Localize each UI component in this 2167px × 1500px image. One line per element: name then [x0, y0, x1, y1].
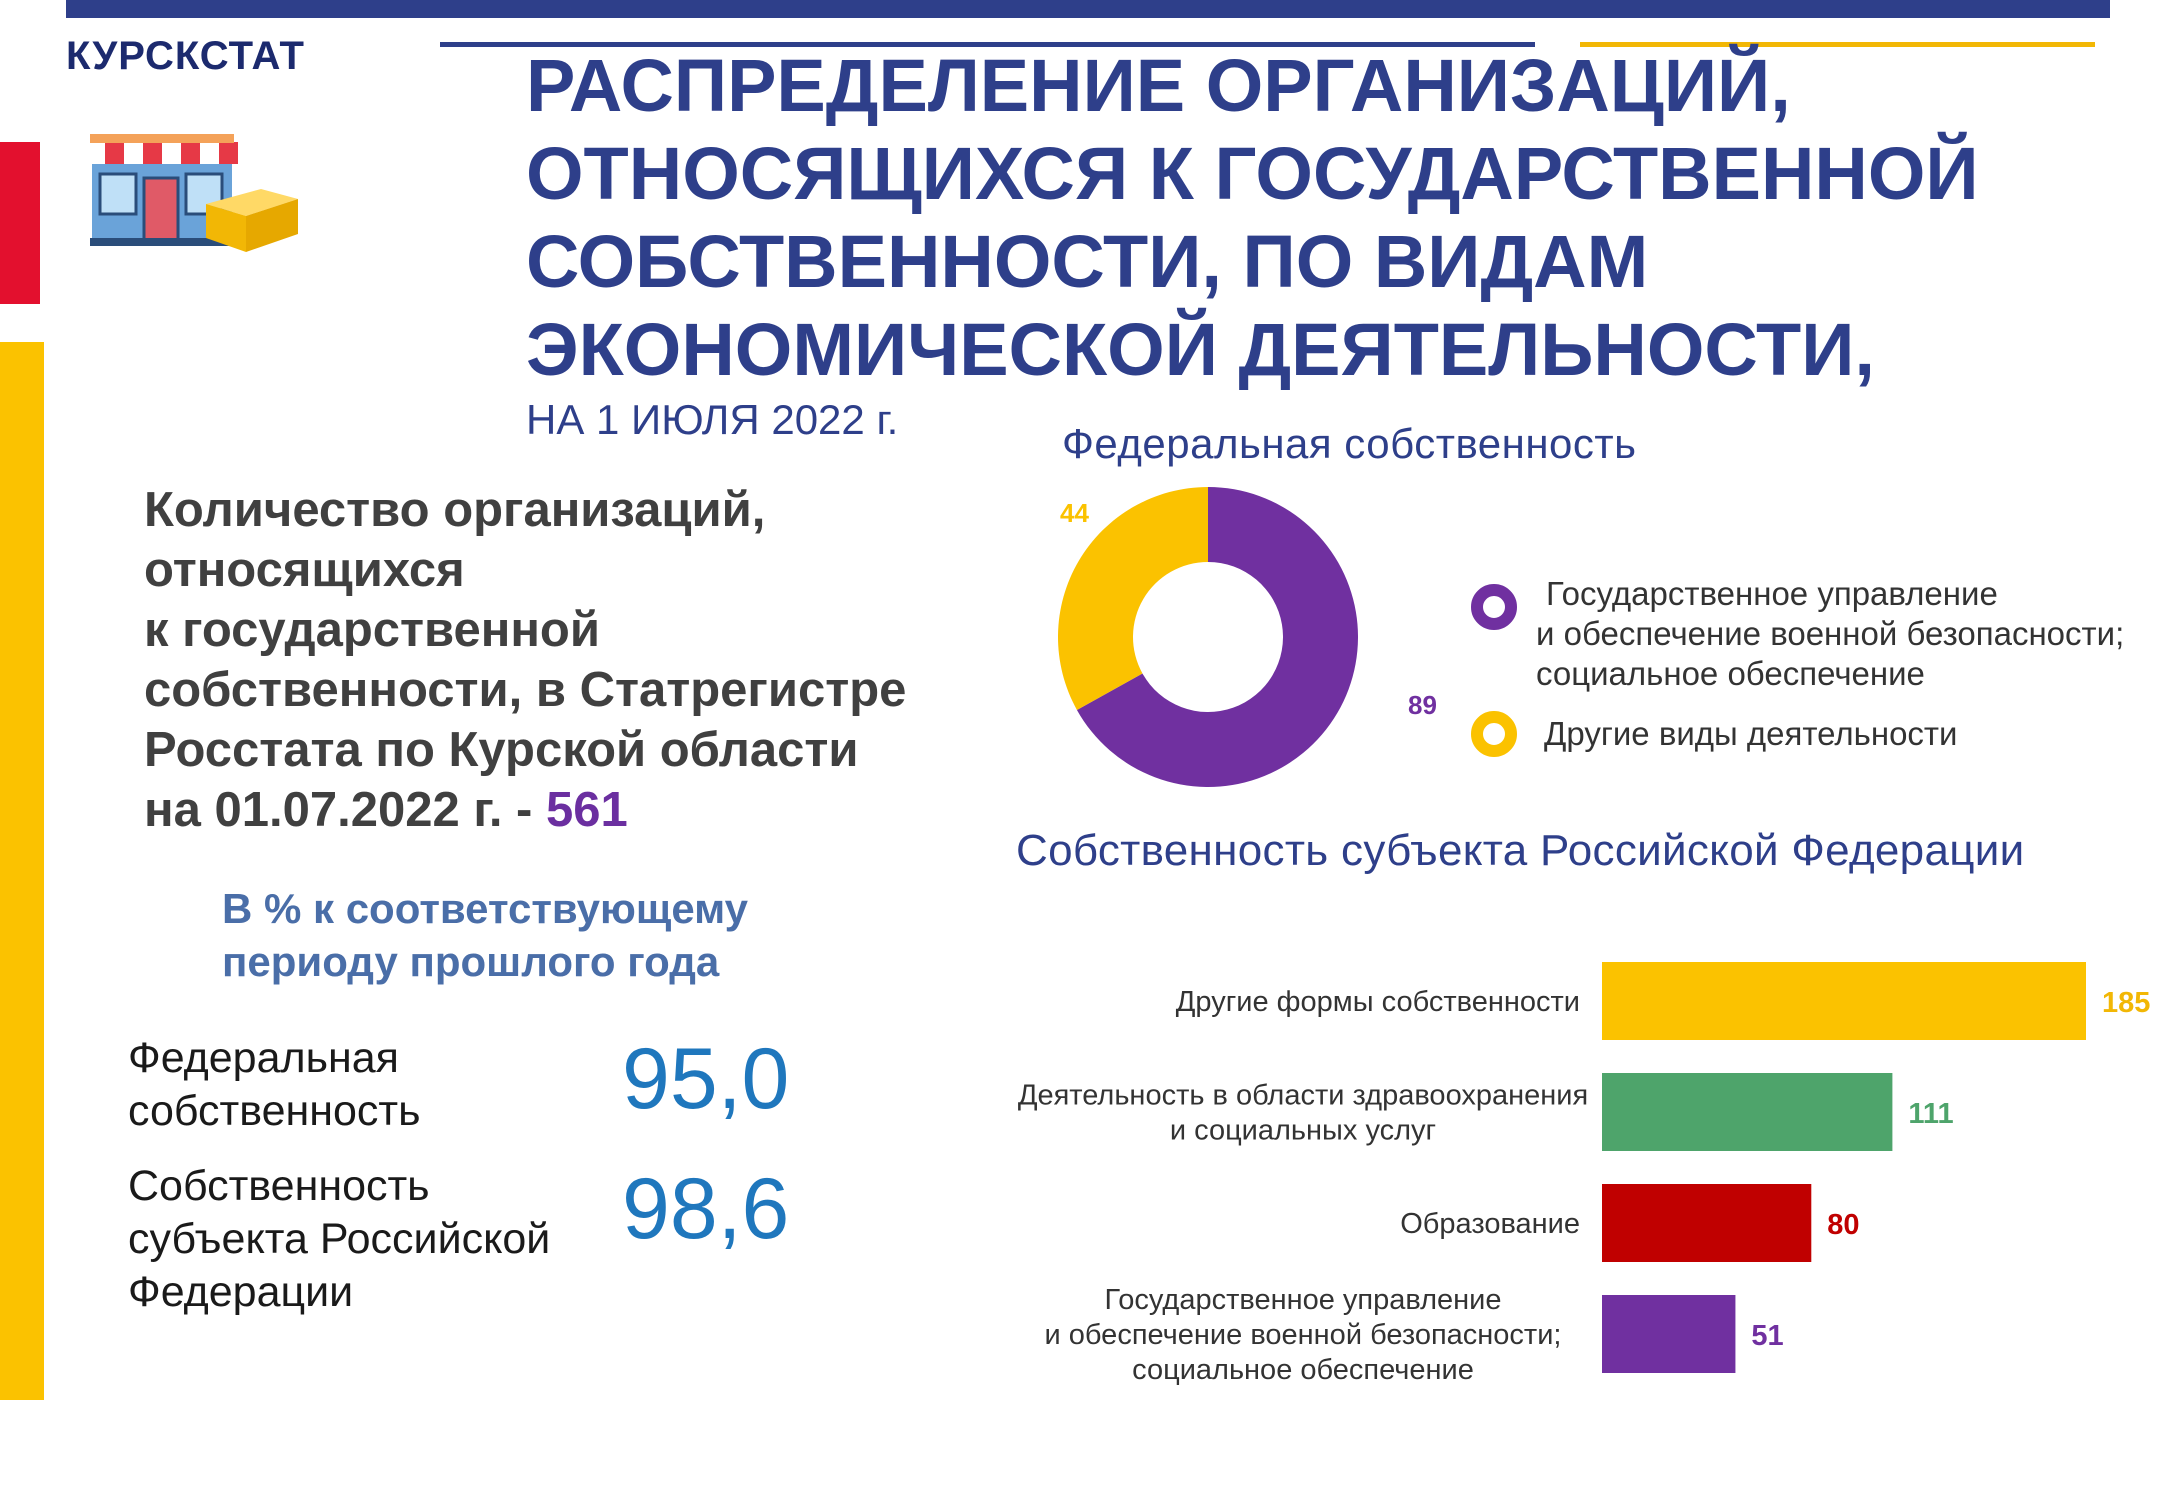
label-line: субъекта Российской [128, 1215, 551, 1263]
shop-icon [86, 134, 306, 259]
legend-line: Государственное управление [1546, 575, 1998, 612]
count-line: к государственной [144, 603, 600, 657]
donut-chart: 89 44 [1058, 487, 1437, 787]
count-line: относящихся [144, 543, 465, 597]
percent-heading-line: В % к соответствующему [222, 885, 749, 932]
bar-category-label: Другие формы собственности [1176, 986, 1580, 1018]
bar-chart: 185 Другие формы собственности 111 Деятельн… [1018, 962, 2150, 1386]
count-date-prefix: на 01.07.2022 г. - [144, 783, 546, 837]
page-title: РАСПРЕДЕЛЕНИЕ ОРГАНИЗАЦИЙ, ОТНОСЯЩИХСЯ К… [526, 42, 2126, 394]
label-line: Собственность [128, 1162, 430, 1210]
label-line: собственность [128, 1087, 421, 1135]
bar-category-label: Государственное управление и обеспечение … [1045, 1284, 1562, 1386]
percent-heading: В % к соответствующему периоду прошлого … [222, 882, 922, 988]
legend-line: и обеспечение военной безопасности; [1536, 615, 2125, 652]
donut-data-label: 44 [1060, 498, 1089, 528]
federal-percent-value: 95,0 [622, 1031, 790, 1127]
legend-item-government: Государственное управление и обеспечение… [1536, 574, 2156, 694]
count-line: собственности, в Статрегистре [144, 663, 907, 717]
legend-item-other: Другие виды деятельности [1544, 715, 1958, 752]
title-underline-blue [440, 42, 1535, 47]
donut-chart-title: Федеральная собственность [1062, 420, 1637, 467]
percent-heading-line: периоду прошлого года [222, 938, 720, 985]
bar-chart-title: Собственность субъекта Российской Федера… [1016, 826, 2025, 875]
bar [1602, 1073, 1893, 1151]
organization-count-value: 561 [545, 783, 628, 837]
legend-marker-yellow [1470, 710, 1518, 758]
bar-category-label: Деятельность в области здравоохранения и … [1018, 1080, 1588, 1147]
bar-value-label: 80 [1827, 1209, 1859, 1241]
federal-percent-label: Федеральная собственность [128, 1032, 548, 1138]
legend-marker-purple [1470, 583, 1518, 631]
org-name: КУРСКСТАТ [66, 34, 305, 78]
regional-percent-value: 98,6 [622, 1161, 790, 1257]
legend-line: социальное обеспечение [1536, 655, 1925, 692]
page-subtitle: НА 1 ИЮЛЯ 2022 г. [526, 396, 899, 443]
donut-data-label: 89 [1408, 690, 1437, 720]
count-line: Росстата по Курской области [144, 723, 859, 777]
bar-value-label: 185 [2102, 987, 2150, 1019]
title-line: РАСПРЕДЕЛЕНИЕ ОРГАНИЗАЦИЙ, [526, 44, 1791, 127]
title-line: СОБСТВЕННОСТИ, ПО ВИДАМ [526, 220, 1649, 303]
top-accent-bar [66, 0, 2110, 18]
bar [1602, 962, 2086, 1040]
count-line: на 01.07.2022 г. - 561 [144, 780, 944, 840]
bar-category-label: Образование [1400, 1208, 1580, 1240]
title-line: ОТНОСЯЩИХСЯ К ГОСУДАРСТВЕННОЙ [526, 132, 1979, 215]
bar-value-label: 111 [1908, 1098, 1953, 1130]
side-accent-red [0, 142, 40, 304]
bar [1602, 1184, 1812, 1262]
label-line: Федеральная [128, 1034, 399, 1082]
title-underline-yellow [1580, 42, 2095, 47]
regional-percent-label: Собственность субъекта Российской Федера… [128, 1160, 648, 1319]
organization-count-text: Количество организаций, относящихся к го… [144, 480, 944, 840]
side-accent-yellow [0, 342, 44, 1400]
count-line: Количество организаций, [144, 483, 766, 537]
donut-slice [1058, 487, 1208, 710]
bar [1602, 1295, 1736, 1373]
label-line: Федерации [128, 1268, 354, 1316]
title-line: ЭКОНОМИЧЕСКОЙ ДЕЯТЕЛЬНОСТИ, [526, 308, 1875, 391]
bar-value-label: 51 [1751, 1320, 1783, 1352]
donut-slice [1076, 487, 1358, 787]
